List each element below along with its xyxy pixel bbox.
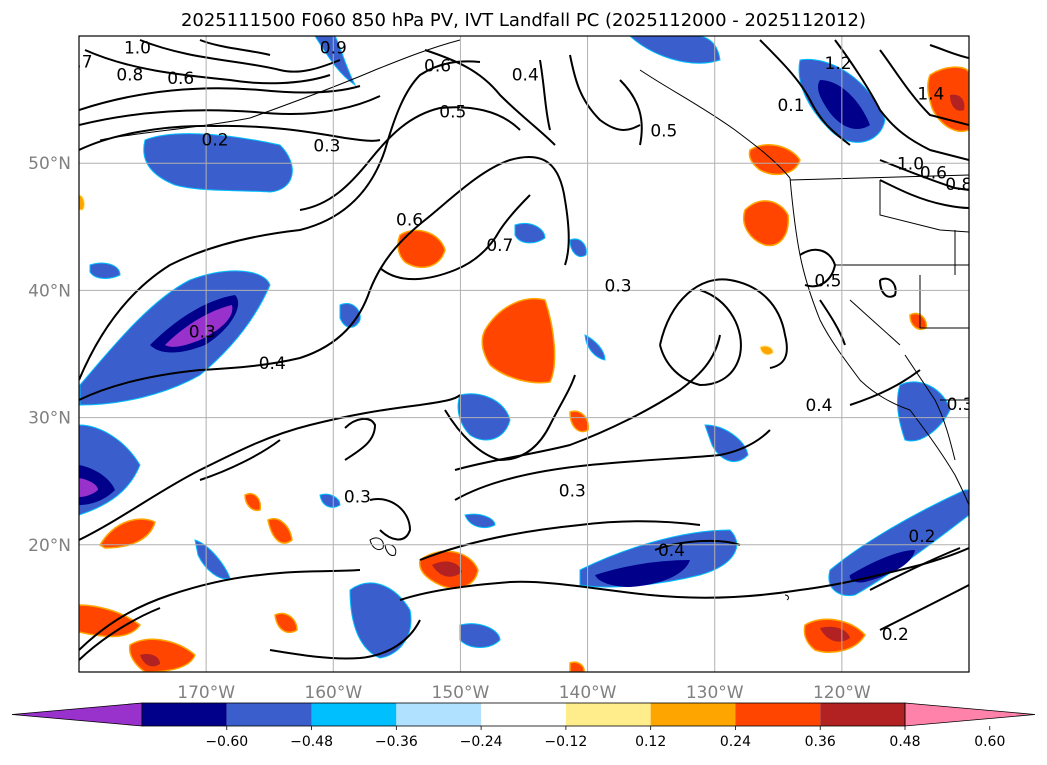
colorbar-bin — [565, 703, 651, 726]
colorbar-tick-label: −0.60 — [205, 734, 248, 750]
negative-pv-regions — [79, 36, 969, 659]
contour-label: 0.4 — [805, 396, 832, 416]
contour-label: 0.3 — [189, 322, 216, 342]
contour-label: 0.9 — [320, 39, 347, 59]
contour-label: 0.8 — [116, 65, 143, 85]
colorbar-tick-label: 0.24 — [720, 734, 751, 750]
contour-label: 0.2 — [202, 130, 229, 150]
lat-tick-label: 40°N — [28, 281, 71, 301]
contour-label: 0.3 — [313, 137, 340, 157]
contour-label: 0.6 — [167, 69, 194, 89]
contour-label: 0.5 — [814, 271, 841, 291]
contour-label: 1.2 — [825, 54, 852, 74]
contour-label: 0.4 — [259, 354, 286, 374]
map-plot-area: 1.0 0.8 0.7 0.6 0.9 0.6 0.4 0.5 0.5 0.2 0.3 0.6 0.7 0… — [65, 36, 974, 672]
contour-label: 0.8 — [945, 175, 972, 195]
lon-tick-label: 140°W — [559, 683, 617, 703]
contour-label: 0.3 — [559, 481, 586, 501]
colorbar-bin — [481, 703, 566, 726]
colorbar-tick-label: 0.12 — [635, 734, 666, 750]
lon-tick-label: 130°W — [686, 683, 744, 703]
contour-label: 0.2 — [908, 527, 935, 547]
contour-label: 0.6 — [396, 210, 423, 230]
contour-label: 0.3 — [605, 277, 632, 297]
colorbar-bin — [820, 703, 905, 726]
contour-label: 0.5 — [439, 102, 466, 122]
colorbar-bin — [226, 703, 312, 726]
contour-label: 0.4 — [658, 541, 685, 561]
contour-label: 0.1 — [777, 96, 804, 116]
contour-label: 1.4 — [917, 85, 944, 105]
colorbar-bin — [311, 703, 397, 726]
colorbar-tick-label: −0.48 — [290, 734, 333, 750]
colorbar-bin — [396, 703, 482, 726]
contour-label: 0.4 — [512, 65, 539, 85]
contour-label: 0.3 — [947, 395, 974, 415]
colorbar-tick-label: 0.36 — [805, 734, 836, 750]
colorbar-tick-labels: −0.60 −0.48 −0.36 −0.24 −0.12 0.12 0.24 0.36 0.4… — [205, 726, 1005, 750]
contour-label: 0.5 — [650, 121, 677, 141]
contour-labels: 1.0 0.8 0.7 0.6 0.9 0.6 0.4 0.5 0.5 0.2 0.3 0.6 0.7 0… — [65, 39, 974, 645]
longitude-tick-labels: 170°W 160°W 150°W 140°W 130°W 120°W — [177, 683, 871, 703]
colorbar-tick-label: −0.24 — [460, 734, 503, 750]
colorbar-bin — [142, 703, 227, 726]
lat-tick-label: 50°N — [28, 154, 71, 174]
contour-label: 0.6 — [920, 163, 947, 183]
contour-label: 0.6 — [424, 57, 451, 77]
positive-pv-regions — [79, 66, 969, 672]
pv-contours — [79, 39, 969, 661]
colorbar-bin — [650, 703, 736, 726]
lon-tick-label: 120°W — [813, 683, 871, 703]
lat-lon-gridlines — [79, 36, 969, 672]
coastlines — [99, 39, 969, 601]
colorbar-tick-label: 0.48 — [889, 734, 920, 750]
lat-tick-label: 30°N — [28, 409, 71, 429]
latitude-tick-labels: 50°N 40°N 30°N 20°N — [28, 154, 71, 556]
contour-label: 0.3 — [344, 488, 371, 508]
colorbar-under-extension — [11, 702, 143, 727]
colorbar-tick-label: −0.36 — [375, 734, 418, 750]
contour-label: 1.0 — [897, 154, 924, 174]
colorbar-over-extension — [904, 702, 1036, 727]
pv-shading — [79, 36, 969, 672]
contour-label: 0.7 — [65, 53, 92, 73]
map-frame — [78, 35, 970, 673]
colorbar-outline — [141, 702, 906, 727]
colorbar-tick-label: 0.60 — [974, 734, 1005, 750]
colorbar-tick-label: −0.12 — [544, 734, 587, 750]
colorbar — [11, 702, 1036, 727]
lat-tick-label: 20°N — [28, 536, 71, 556]
map-title: 2025111500 F060 850 hPa PV, IVT Landfall… — [180, 10, 867, 31]
contour-label: 0.7 — [486, 236, 513, 256]
lon-tick-label: 160°W — [304, 683, 362, 703]
lon-tick-label: 150°W — [432, 683, 490, 703]
contour-label: 0.2 — [882, 625, 909, 645]
colorbar-bin — [735, 703, 821, 726]
contour-label: 1.0 — [124, 39, 151, 59]
lon-tick-label: 170°W — [177, 683, 235, 703]
